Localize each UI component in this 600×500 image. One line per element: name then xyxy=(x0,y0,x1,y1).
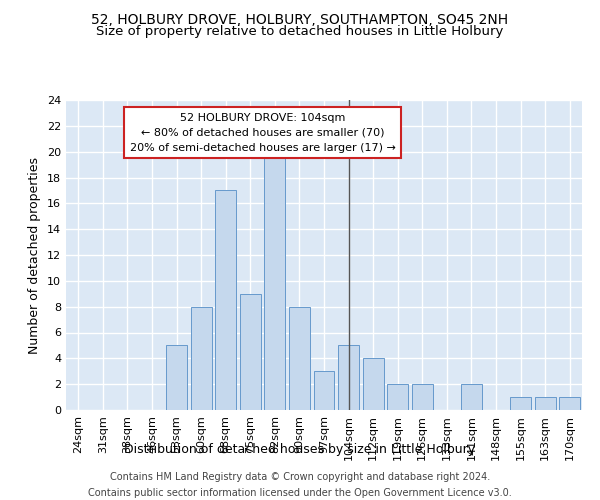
Bar xyxy=(387,384,408,410)
Bar xyxy=(265,152,286,410)
Bar xyxy=(240,294,261,410)
Text: 52 HOLBURY DROVE: 104sqm
← 80% of detached houses are smaller (70)
20% of semi-d: 52 HOLBURY DROVE: 104sqm ← 80% of detach… xyxy=(130,113,395,152)
Bar xyxy=(314,371,334,410)
Text: 52, HOLBURY DROVE, HOLBURY, SOUTHAMPTON, SO45 2NH: 52, HOLBURY DROVE, HOLBURY, SOUTHAMPTON,… xyxy=(91,12,509,26)
Bar xyxy=(412,384,433,410)
Bar xyxy=(362,358,383,410)
Text: Contains HM Land Registry data © Crown copyright and database right 2024.: Contains HM Land Registry data © Crown c… xyxy=(110,472,490,482)
Bar xyxy=(535,397,556,410)
Bar xyxy=(215,190,236,410)
Text: Contains public sector information licensed under the Open Government Licence v3: Contains public sector information licen… xyxy=(88,488,512,498)
Bar xyxy=(510,397,531,410)
Bar xyxy=(559,397,580,410)
Text: Size of property relative to detached houses in Little Holbury: Size of property relative to detached ho… xyxy=(97,25,503,38)
Bar xyxy=(461,384,482,410)
Bar xyxy=(191,306,212,410)
Bar xyxy=(166,346,187,410)
Text: Distribution of detached houses by size in Little Holbury: Distribution of detached houses by size … xyxy=(124,442,476,456)
Bar xyxy=(289,306,310,410)
Y-axis label: Number of detached properties: Number of detached properties xyxy=(28,156,41,354)
Bar xyxy=(338,346,359,410)
